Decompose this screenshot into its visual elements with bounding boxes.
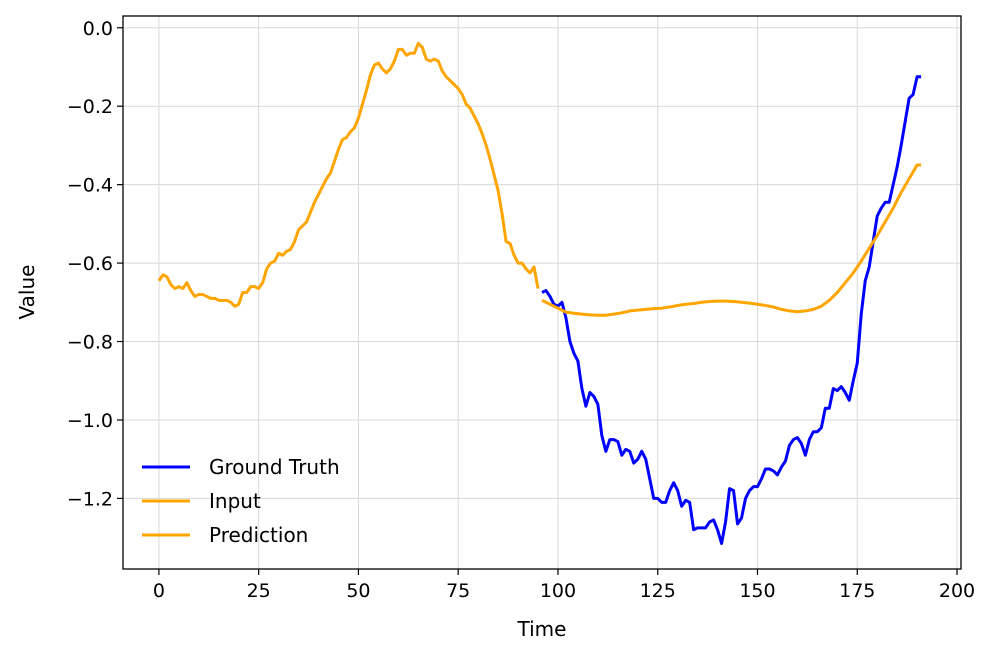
x-tick-label: 175: [839, 580, 875, 602]
series-line-input: [157, 41, 540, 308]
x-tick-label: 50: [346, 580, 370, 602]
legend-label: Input: [209, 489, 261, 513]
legend: Ground Truth Input Prediction: [142, 455, 340, 547]
legend-label: Prediction: [209, 523, 308, 547]
y-tick-label: −0.2: [67, 96, 113, 118]
x-tick-label: 150: [739, 580, 775, 602]
x-axis-label: Time: [517, 617, 567, 641]
y-tick-label: −1.2: [67, 488, 113, 510]
series-line-prediction: [541, 163, 922, 317]
y-tick-label: 0.0: [83, 18, 113, 40]
x-tick-label: 200: [939, 580, 975, 602]
y-tick-label: −0.8: [67, 332, 113, 354]
legend-label: Ground Truth: [209, 455, 340, 479]
y-tick-label: −0.6: [67, 253, 113, 275]
y-axis-label: Value: [15, 265, 39, 320]
series-line-ground-truth: [541, 75, 922, 546]
y-tick-label: −1.0: [67, 410, 113, 432]
plot-frame: [122, 15, 962, 570]
x-tick-label: 0: [153, 580, 165, 602]
axis-ticks: 0 25 50 75 100 125 150 175 200 0.0 −0.2 −0.4 −0.6 −0.…: [67, 18, 975, 602]
plot-series: [157, 41, 922, 546]
y-tick-label: −0.4: [67, 175, 113, 197]
grid: [123, 16, 961, 569]
x-tick-label: 25: [247, 580, 271, 602]
x-tick-label: 100: [540, 580, 576, 602]
x-tick-label: 75: [446, 580, 470, 602]
x-tick-label: 125: [640, 580, 676, 602]
